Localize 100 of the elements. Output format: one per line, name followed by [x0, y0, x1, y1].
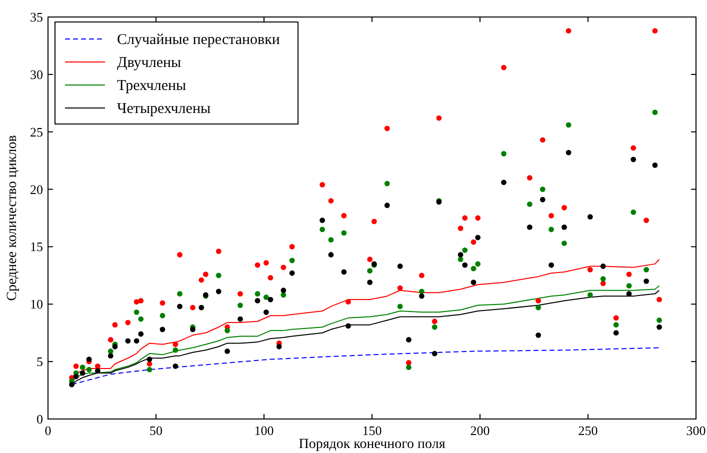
point — [177, 252, 182, 258]
point — [630, 145, 636, 151]
point — [238, 316, 243, 322]
point — [328, 237, 334, 243]
point — [436, 115, 442, 121]
point — [172, 347, 178, 353]
point — [238, 302, 243, 308]
point — [328, 252, 334, 258]
point — [146, 361, 152, 367]
point — [190, 326, 196, 332]
x-tick-label: 100 — [254, 423, 274, 438]
point — [346, 323, 351, 329]
point — [80, 364, 86, 370]
x-tick-label: 300 — [686, 423, 706, 438]
point — [540, 186, 546, 192]
point — [613, 322, 619, 328]
point — [138, 298, 144, 304]
point — [134, 309, 140, 315]
point — [346, 299, 351, 305]
point — [384, 202, 390, 208]
point — [86, 366, 92, 372]
point — [562, 224, 567, 230]
point — [289, 270, 295, 276]
point — [146, 356, 152, 362]
point — [172, 363, 178, 369]
point — [652, 110, 658, 116]
point — [202, 272, 208, 277]
point — [108, 348, 114, 354]
point — [198, 304, 204, 310]
point — [289, 258, 295, 264]
point — [367, 280, 373, 286]
point — [562, 204, 567, 210]
point — [108, 353, 114, 359]
point — [94, 368, 100, 374]
point — [280, 292, 286, 298]
legend-label: Случайные перестановки — [117, 32, 280, 48]
point — [254, 262, 260, 268]
point — [566, 150, 572, 156]
y-tick-label: 25 — [30, 124, 43, 140]
point — [548, 226, 554, 232]
point — [268, 296, 274, 302]
point — [587, 214, 593, 220]
point — [526, 202, 532, 207]
point — [548, 262, 554, 268]
point — [276, 344, 282, 350]
point — [526, 175, 532, 180]
point — [216, 248, 222, 254]
point — [501, 64, 506, 70]
point — [656, 324, 662, 330]
point — [80, 370, 86, 376]
point — [341, 230, 347, 236]
point — [86, 356, 92, 362]
point — [562, 240, 567, 246]
point — [263, 294, 269, 300]
point — [216, 272, 222, 278]
y-tick-label: 15 — [30, 239, 43, 254]
point — [263, 260, 269, 266]
point — [198, 277, 204, 283]
point — [644, 266, 650, 272]
point — [280, 264, 286, 270]
point — [384, 180, 390, 186]
point — [254, 291, 260, 297]
point — [367, 256, 373, 262]
x-tick-label: 150 — [362, 423, 382, 438]
point — [475, 215, 481, 221]
point — [254, 298, 260, 304]
point — [432, 350, 438, 356]
point — [280, 288, 286, 294]
point — [160, 312, 166, 318]
point — [268, 275, 274, 280]
point — [536, 332, 542, 338]
point — [475, 234, 481, 240]
point — [630, 156, 636, 162]
point — [613, 315, 619, 321]
point — [600, 276, 606, 282]
y-axis-title: Среднее количество циклов — [5, 134, 20, 301]
point — [69, 382, 74, 388]
point — [626, 272, 632, 277]
point — [644, 218, 650, 223]
legend-label: Двучлены — [117, 55, 182, 71]
point — [238, 291, 243, 297]
y-tick-label: 35 — [30, 10, 43, 24]
legend-label: Четырехчлены — [117, 101, 211, 117]
point — [160, 326, 166, 332]
point — [462, 247, 468, 253]
point — [125, 320, 131, 326]
point — [160, 300, 166, 306]
point — [613, 330, 619, 336]
point — [397, 264, 403, 269]
point — [406, 360, 412, 366]
point — [289, 244, 295, 250]
point — [108, 337, 114, 342]
point — [134, 338, 140, 344]
x-tick-label: 250 — [578, 423, 598, 438]
point — [600, 280, 606, 286]
point — [470, 280, 476, 286]
point — [177, 291, 182, 297]
point — [367, 268, 373, 274]
point — [432, 324, 438, 330]
point — [177, 304, 182, 310]
